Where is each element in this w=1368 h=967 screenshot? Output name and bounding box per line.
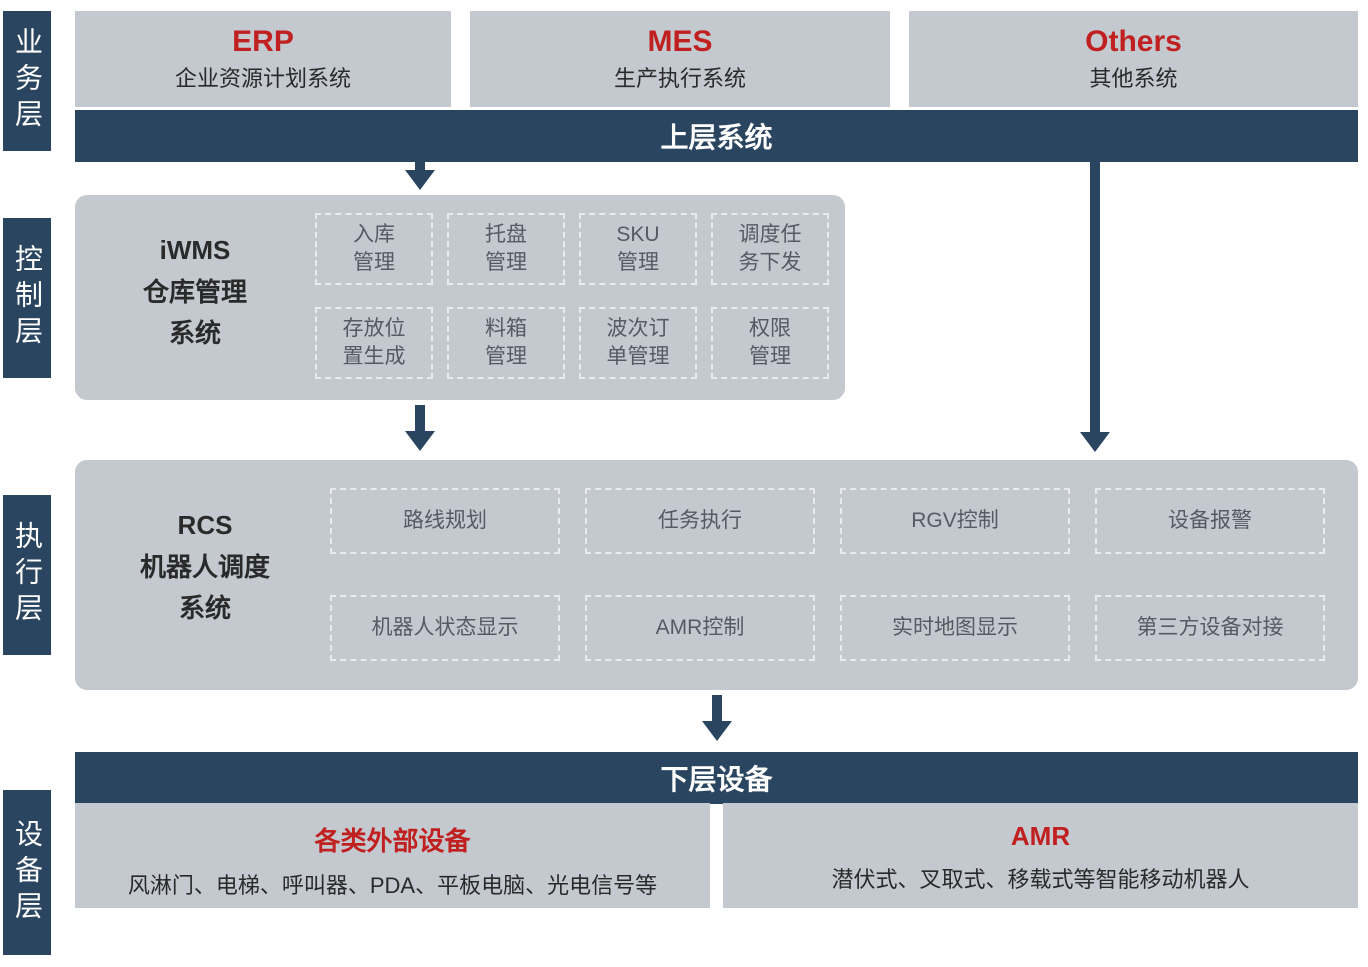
layer-label-text: 业务层 — [7, 27, 47, 135]
control-module: SKU管理 — [579, 213, 697, 285]
business-title: Others — [909, 25, 1358, 59]
banner-text: 下层设备 — [660, 764, 772, 795]
business-subtitle: 企业资源计划系统 — [75, 61, 451, 93]
business-box-mes: MES 生产执行系统 — [470, 11, 890, 107]
execution-panel: RCS 机器人调度 系统 路线规划 任务执行 RGV控制 设备报警 机器人状态显… — [75, 460, 1358, 690]
device-box-external: 各类外部设备 风淋门、电梯、呼叫器、PDA、平板电脑、光电信号等 — [75, 803, 710, 908]
control-module: 权限管理 — [711, 307, 829, 379]
execution-module: 设备报警 — [1095, 488, 1325, 554]
layer-label-text: 执行层 — [7, 521, 47, 629]
layer-label-device: 设备层 — [3, 790, 51, 955]
control-module: 入库管理 — [315, 213, 433, 285]
control-module: 调度任务下发 — [711, 213, 829, 285]
business-subtitle: 生产执行系统 — [470, 61, 890, 93]
banner-upper-system: 上层系统 — [75, 110, 1358, 162]
execution-title: RCS 机器人调度 系统 — [95, 505, 315, 630]
layer-label-text: 控制层 — [7, 244, 47, 352]
execution-title-line3: 系统 — [95, 588, 315, 630]
execution-module: RGV控制 — [840, 488, 1070, 554]
arrow-down-icon — [400, 405, 440, 453]
device-subtitle: 风淋门、电梯、呼叫器、PDA、平板电脑、光电信号等 — [75, 868, 710, 900]
execution-module: AMR控制 — [585, 595, 815, 661]
layer-label-text: 设备层 — [7, 819, 47, 927]
device-title: 各类外部设备 — [75, 821, 710, 858]
execution-module: 实时地图显示 — [840, 595, 1070, 661]
business-title: MES — [470, 25, 890, 59]
control-panel: iWMS 仓库管理 系统 入库管理 托盘管理 SKU管理 调度任务下发 存放位置… — [75, 195, 845, 400]
control-title-line2: 仓库管理 — [95, 272, 295, 314]
execution-module: 第三方设备对接 — [1095, 595, 1325, 661]
execution-title-line2: 机器人调度 — [95, 547, 315, 589]
layer-label-business: 业务层 — [3, 11, 51, 151]
execution-module: 任务执行 — [585, 488, 815, 554]
control-title: iWMS 仓库管理 系统 — [95, 230, 295, 355]
banner-lower-device: 下层设备 — [75, 752, 1358, 804]
execution-title-line1: RCS — [95, 505, 315, 547]
layer-label-control: 控制层 — [3, 218, 51, 378]
device-box-amr: AMR 潜伏式、叉取式、移载式等智能移动机器人 — [723, 803, 1358, 908]
business-box-others: Others 其他系统 — [909, 11, 1358, 107]
device-title: AMR — [723, 821, 1358, 852]
arrow-long-down-icon — [1075, 152, 1115, 454]
business-title: ERP — [75, 25, 451, 59]
layer-label-execution: 执行层 — [3, 495, 51, 655]
business-box-erp: ERP 企业资源计划系统 — [75, 11, 451, 107]
control-module: 存放位置生成 — [315, 307, 433, 379]
control-module: 料箱管理 — [447, 307, 565, 379]
execution-module: 路线规划 — [330, 488, 560, 554]
control-title-line3: 系统 — [95, 313, 295, 355]
control-module: 托盘管理 — [447, 213, 565, 285]
arrow-down-icon — [400, 152, 440, 192]
execution-module: 机器人状态显示 — [330, 595, 560, 661]
banner-text: 上层系统 — [660, 122, 772, 153]
business-subtitle: 其他系统 — [909, 61, 1358, 93]
device-subtitle: 潜伏式、叉取式、移载式等智能移动机器人 — [723, 862, 1358, 894]
control-module: 波次订单管理 — [579, 307, 697, 379]
control-title-line1: iWMS — [95, 230, 295, 272]
arrow-down-icon — [697, 695, 737, 743]
